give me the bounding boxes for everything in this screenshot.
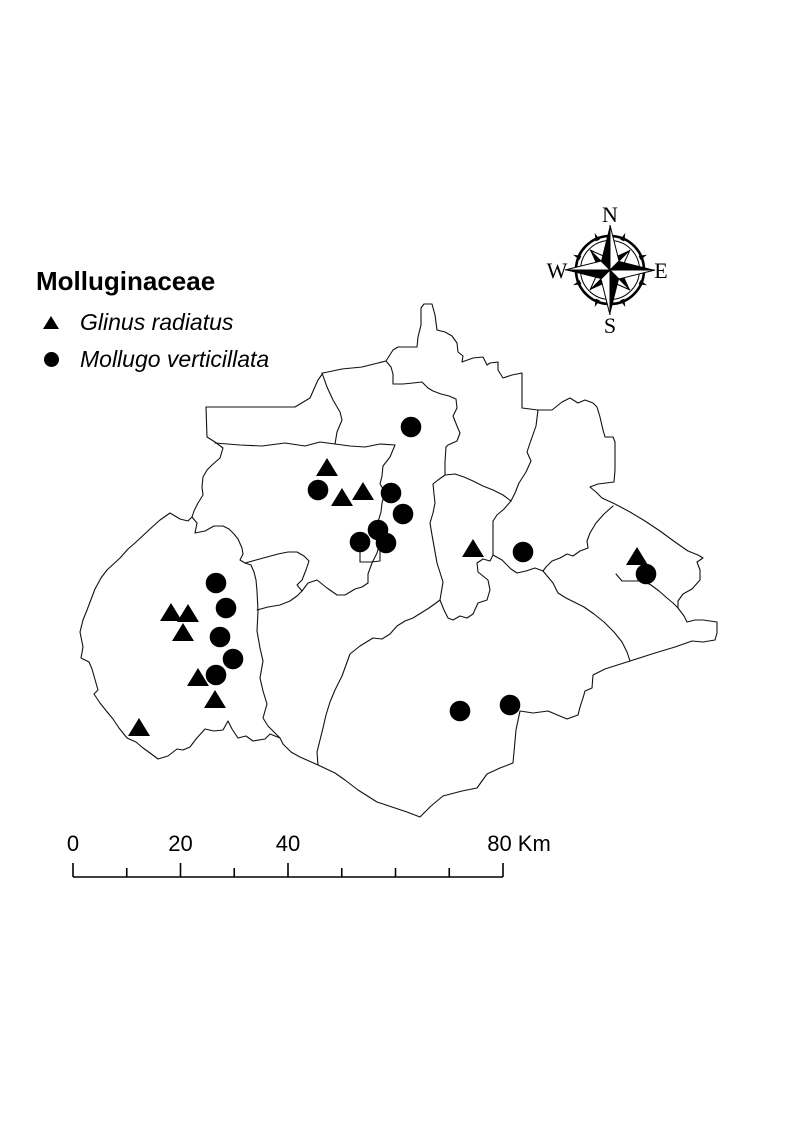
compass-n-label: N xyxy=(602,202,618,227)
marker-triangle xyxy=(331,488,353,506)
marker-circle xyxy=(499,694,521,716)
marker-circle xyxy=(205,572,227,594)
marker-circle xyxy=(375,532,397,554)
legend-item-glinus: Glinus radiatus xyxy=(36,304,269,341)
marker-triangle xyxy=(187,668,209,686)
scale-label: 0 xyxy=(66,831,80,856)
legend: Molluginaceae Glinus radiatus Mollugo ve… xyxy=(36,266,269,378)
marker-triangle xyxy=(204,690,226,708)
compass-e-label: E xyxy=(654,258,667,283)
marker-triangle xyxy=(128,718,150,736)
legend-title: Molluginaceae xyxy=(36,266,216,296)
marker-circle xyxy=(400,416,422,438)
marker-circle xyxy=(635,563,657,585)
marker-circle xyxy=(222,648,244,670)
marker-triangle xyxy=(160,603,182,621)
marker-triangle xyxy=(177,604,199,622)
scale-label: 80 Km xyxy=(487,831,551,856)
marker-circle xyxy=(215,597,237,619)
marker-circle xyxy=(449,700,471,722)
legend-item-label: Mollugo verticillata xyxy=(80,346,270,372)
marker-triangle xyxy=(352,482,374,500)
marker-circle xyxy=(380,482,402,504)
marker-circle xyxy=(307,479,329,501)
triangle-icon xyxy=(36,315,66,330)
compass-w-label: W xyxy=(547,258,568,283)
marker-circle xyxy=(205,664,227,686)
compass-s-label: S xyxy=(604,313,616,338)
marker-circle xyxy=(209,626,231,648)
district-outline xyxy=(79,303,718,818)
marker-triangle xyxy=(172,623,194,641)
marker-circle xyxy=(512,541,534,563)
marker-circle xyxy=(349,531,371,553)
scale-label: 20 xyxy=(168,831,193,856)
marker-circle xyxy=(392,503,414,525)
scale-bar-ticks xyxy=(72,863,504,877)
legend-item-label: Glinus radiatus xyxy=(80,309,234,335)
compass-ring-ticks xyxy=(573,233,647,307)
marker-triangle xyxy=(626,547,648,565)
marker-triangle xyxy=(316,458,338,476)
compass-rose: N S E W xyxy=(547,202,668,338)
legend-item-mollugo: Mollugo verticillata xyxy=(36,341,269,378)
scale-bar xyxy=(72,863,504,878)
taluka-boundaries xyxy=(191,360,679,766)
circle-icon xyxy=(36,352,66,367)
marker-triangle xyxy=(462,539,484,557)
markers-layer xyxy=(128,416,657,736)
scale-label: 40 xyxy=(275,831,301,856)
